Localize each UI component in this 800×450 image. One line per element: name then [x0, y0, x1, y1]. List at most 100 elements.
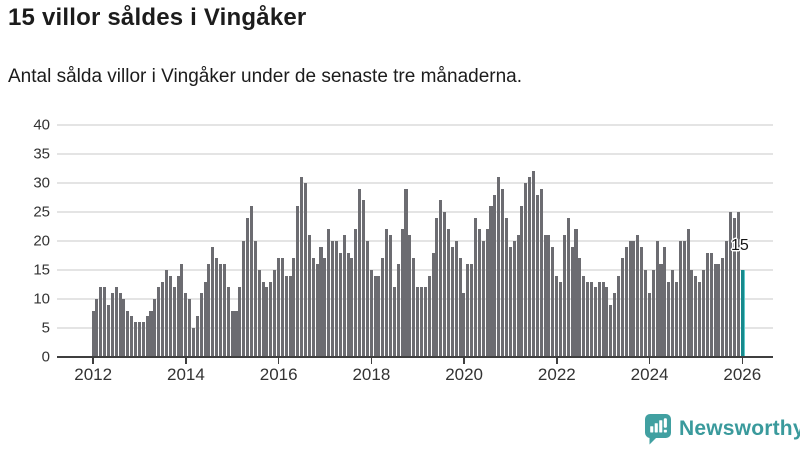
- bar: [408, 235, 412, 357]
- bar: [729, 212, 733, 357]
- x-axis-tick: [556, 358, 558, 364]
- bar: [346, 252, 350, 357]
- bar: [103, 287, 107, 357]
- x-axis-label: 2024: [630, 365, 669, 384]
- bar: [427, 275, 431, 357]
- bar: [528, 177, 532, 357]
- bar: [110, 293, 114, 357]
- bar: [547, 235, 551, 357]
- bar: [458, 258, 462, 357]
- bar: [663, 246, 667, 357]
- bar: [423, 287, 427, 357]
- y-axis-label: 20: [33, 232, 50, 250]
- bar: [222, 264, 226, 357]
- y-axis-label: 10: [33, 290, 50, 308]
- bar: [392, 287, 396, 357]
- bar: [698, 281, 702, 357]
- bar: [732, 217, 736, 357]
- bar: [620, 258, 624, 357]
- newsworthy-logo: Newsworthy: [644, 413, 800, 445]
- bar: [361, 200, 365, 357]
- bar: [265, 287, 269, 357]
- bar: [246, 217, 250, 357]
- bar: [106, 304, 110, 357]
- bar: [628, 241, 632, 357]
- y-axis-label: 0: [41, 348, 50, 366]
- bar: [141, 322, 145, 357]
- bar: [211, 246, 215, 357]
- bar: [261, 281, 265, 357]
- bar: [215, 258, 219, 357]
- bar: [373, 275, 377, 357]
- bar: [651, 270, 655, 357]
- bar: [624, 246, 628, 357]
- x-axis-label: 2016: [259, 365, 298, 384]
- y-axis-label: 40: [33, 116, 50, 134]
- bar: [578, 258, 582, 357]
- bar: [671, 270, 675, 357]
- bar: [253, 241, 257, 357]
- bar: [300, 177, 304, 357]
- gridline-y25: [57, 211, 773, 213]
- bar: [168, 275, 172, 357]
- bar: [257, 270, 261, 357]
- gridline-y20: [57, 240, 773, 242]
- bar: [435, 217, 439, 357]
- bar: [431, 252, 435, 357]
- bar: [284, 275, 288, 357]
- bar: [636, 235, 640, 357]
- bar: [616, 275, 620, 357]
- bar: [226, 287, 230, 357]
- chart-subtitle: Antal sålda villor i Vingåker under de s…: [8, 66, 523, 87]
- bar: [199, 293, 203, 357]
- bar: [157, 287, 161, 357]
- bar: [632, 241, 636, 357]
- bar: [238, 287, 242, 357]
- bar: [350, 258, 354, 357]
- bar: [586, 281, 590, 357]
- x-axis-tick: [185, 358, 187, 364]
- bar: [655, 241, 659, 357]
- bar: [188, 299, 192, 357]
- bar: [323, 258, 327, 357]
- bar: [713, 264, 717, 357]
- bar: [493, 194, 497, 357]
- y-axis-label: 25: [33, 203, 50, 221]
- bar: [99, 287, 103, 357]
- bar: [454, 241, 458, 357]
- chart-title: 15 villor såldes i Vingåker: [8, 4, 307, 31]
- bar: [694, 275, 698, 357]
- bar: [531, 171, 535, 357]
- x-axis-label: 2018: [352, 365, 391, 384]
- last-value-label: 15: [731, 237, 749, 254]
- bar: [230, 310, 234, 357]
- bar: [717, 264, 721, 357]
- bar: [605, 287, 609, 357]
- bar: [176, 275, 180, 357]
- x-axis-tick: [648, 358, 651, 364]
- bar: [269, 281, 273, 357]
- x-axis-tick: [741, 358, 744, 364]
- bar: [574, 229, 578, 357]
- bar: [543, 235, 547, 357]
- bar: [307, 235, 311, 357]
- bar: [145, 316, 149, 357]
- bar: [354, 229, 358, 357]
- y-axis-label: 5: [41, 319, 50, 337]
- bar: [126, 310, 130, 357]
- bar: [466, 264, 470, 357]
- bar: [597, 281, 601, 357]
- bar: [613, 293, 617, 357]
- bar: [311, 258, 315, 357]
- highlighted-bar: [740, 270, 745, 357]
- bar: [164, 270, 168, 357]
- bar: [385, 229, 389, 357]
- bar: [195, 316, 199, 357]
- y-axis-label: 30: [33, 174, 50, 192]
- bar: [520, 206, 524, 357]
- y-axis-label: 15: [33, 261, 50, 279]
- bar: [504, 217, 508, 357]
- x-axis-line: [57, 356, 773, 359]
- gridline-y30: [57, 182, 773, 184]
- gridline-y35: [57, 153, 773, 155]
